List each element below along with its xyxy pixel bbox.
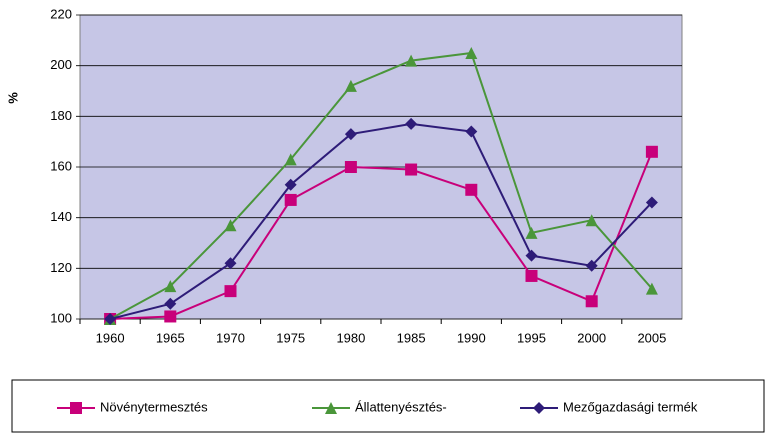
- marker: [405, 117, 418, 130]
- marker: [585, 259, 598, 272]
- marker: [164, 297, 177, 310]
- x-tick-label: 1975: [276, 330, 305, 345]
- legend: [11, 379, 765, 433]
- x-tick-label: 1970: [216, 330, 245, 345]
- marker: [284, 193, 297, 206]
- y-tick-label: 160: [50, 158, 72, 173]
- x-tick-label: 2000: [577, 330, 606, 345]
- marker: [224, 257, 237, 270]
- legend-marker: [533, 402, 545, 414]
- series-line: [109, 122, 653, 320]
- marker: [344, 161, 357, 173]
- marker: [465, 125, 478, 138]
- marker: [224, 285, 237, 298]
- marker: [104, 313, 117, 325]
- marker: [284, 178, 297, 191]
- x-tick-label: 1980: [336, 330, 365, 345]
- marker: [645, 282, 658, 295]
- marker: [344, 128, 357, 141]
- series-line: [110, 151, 653, 320]
- y-tick-label: 220: [50, 6, 72, 21]
- marker: [164, 310, 177, 323]
- legend-label: Mezőgazdasági termék: [563, 399, 698, 414]
- marker: [585, 295, 598, 308]
- marker: [585, 214, 598, 227]
- marker: [525, 249, 538, 262]
- x-tick-label: 1965: [156, 330, 185, 345]
- x-tick-label: 2005: [637, 330, 666, 345]
- y-tick-label: 120: [50, 260, 72, 275]
- marker: [465, 47, 478, 59]
- marker: [284, 153, 297, 166]
- legend-label: Növénytermesztés: [100, 399, 208, 414]
- marker: [525, 269, 538, 282]
- y-tick-label: 140: [50, 209, 72, 224]
- marker: [344, 79, 357, 92]
- x-tick-label: 1985: [397, 330, 426, 345]
- legend-label: Állattenyésztés-: [355, 399, 447, 414]
- y-tick-label: 200: [50, 57, 72, 72]
- x-tick-label: 1990: [457, 330, 486, 345]
- y-tick-label: 100: [50, 310, 72, 325]
- y-tick-label: 180: [50, 108, 72, 123]
- marker: [405, 163, 418, 176]
- x-tick-label: 1995: [517, 330, 546, 345]
- series-line: [109, 51, 653, 320]
- y-axis-label: %: [5, 92, 20, 104]
- marker: [525, 226, 538, 239]
- legend-marker: [70, 402, 82, 414]
- marker: [645, 145, 658, 158]
- marker: [224, 219, 237, 232]
- marker: [645, 196, 658, 209]
- marker: [405, 54, 418, 67]
- marker: [465, 183, 478, 196]
- marker: [164, 280, 177, 293]
- x-tick-label: 1960: [96, 330, 125, 345]
- legend-marker: [325, 402, 337, 414]
